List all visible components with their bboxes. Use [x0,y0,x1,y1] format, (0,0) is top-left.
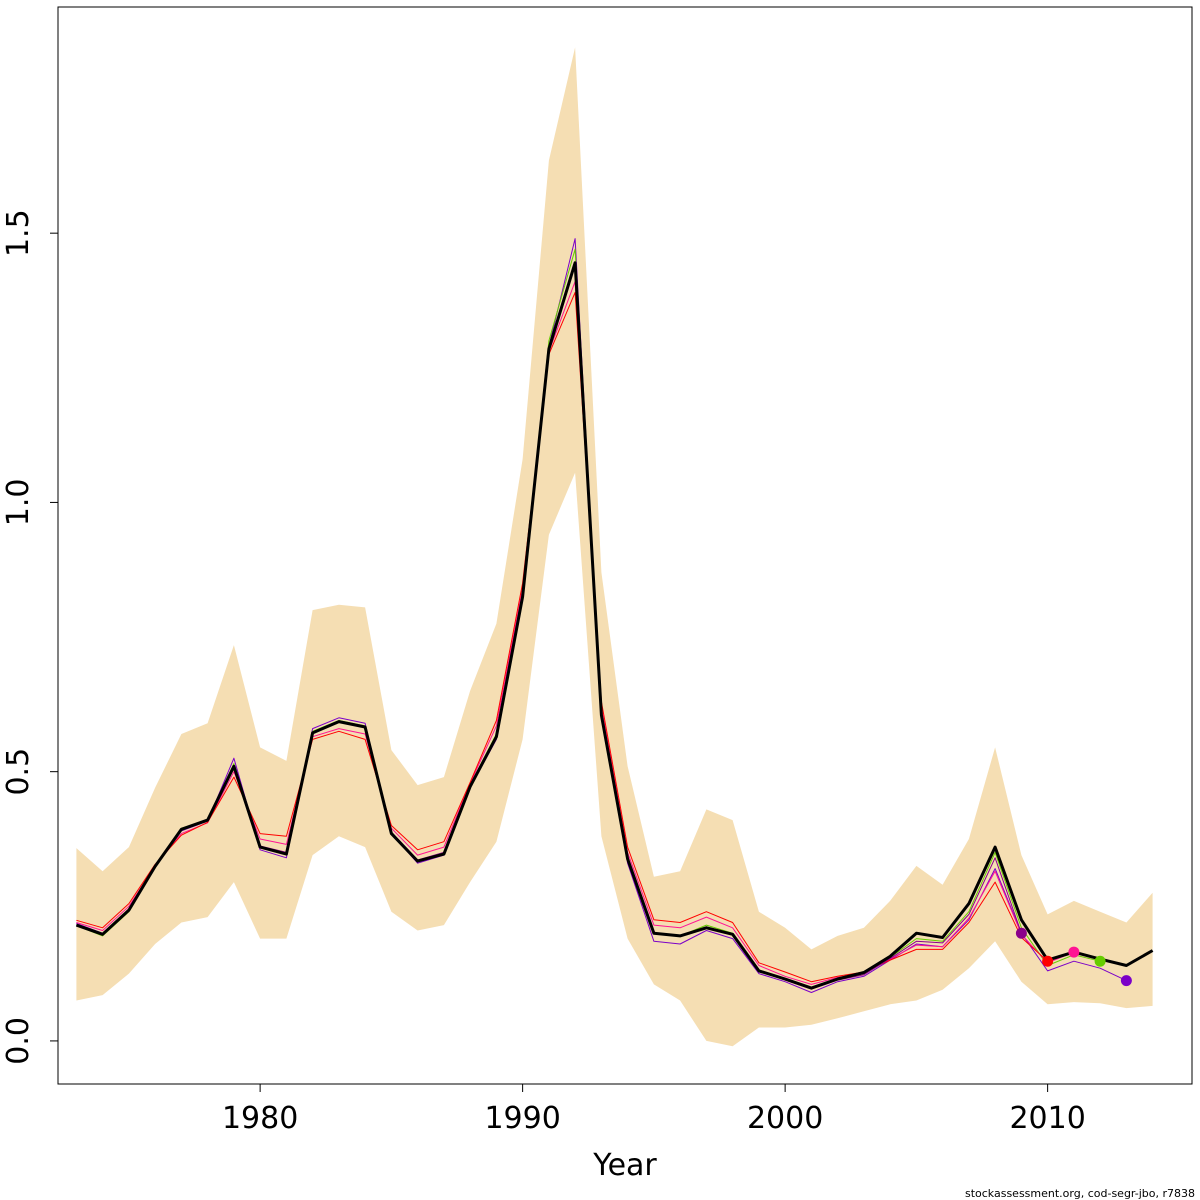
y-tick-label: 0.5 [1,748,36,796]
plot-frame [57,6,1193,1085]
x-tick-label: 2010 [1009,1101,1085,1136]
endpoint-2013 [1120,975,1132,987]
x-tick-label: 1980 [222,1101,298,1136]
endpoint-2012 [1094,955,1106,967]
x-tick-label: 2000 [747,1101,823,1136]
endpoint-2009 [1015,927,1027,939]
x-axis-title: Year [592,1148,657,1183]
y-tick-label: 1.0 [1,479,36,527]
series-full-assessment [75,261,1154,990]
series-retro-red [76,291,1048,983]
endpoint-2011 [1068,946,1080,958]
confidence-band [76,47,1153,1047]
y-tick-label: 0.0 [1,1017,36,1065]
endpoint-2010 [1042,955,1054,967]
y-tick-label: 1.5 [1,209,36,257]
x-tick-label: 1990 [484,1101,560,1136]
credit-text: stockassessment.org, cod-segr-jbo, r7838 [965,1187,1195,1200]
